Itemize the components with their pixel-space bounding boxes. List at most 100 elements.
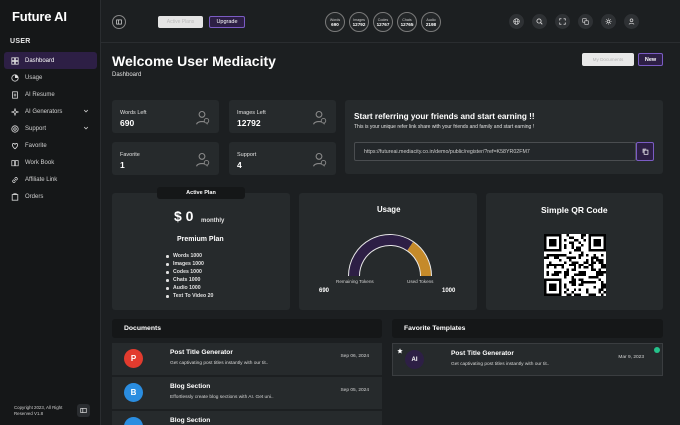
qr-code-image <box>544 234 606 296</box>
stat-card-label: Support <box>237 152 257 158</box>
stat-chats: Chats 12765 <box>397 12 417 32</box>
fullscreen-icon <box>559 18 566 25</box>
documents-header: Documents <box>112 319 382 338</box>
new-document-button[interactable]: New <box>638 53 663 66</box>
sidebar-item-support[interactable]: Support <box>4 120 97 137</box>
stat-card-value: 690 <box>120 118 135 128</box>
sun-icon <box>605 18 612 25</box>
top-header: Active Plans Upgrade Words 690 Images 12792… <box>101 0 680 43</box>
sidebar-item-label: Affiliate Link <box>25 176 58 183</box>
my-documents-button[interactable]: My Documents <box>582 53 634 66</box>
gauge-remaining-arc <box>349 235 414 277</box>
stat-value: 2198 <box>425 21 437 27</box>
usage-title: Usage <box>377 205 401 214</box>
heart-icon <box>10 141 19 150</box>
collapse-icon <box>80 408 87 413</box>
translate-button[interactable] <box>578 14 593 29</box>
sidebar-item-work-book[interactable]: Work Book <box>4 154 97 171</box>
stat-audio: Audio 2198 <box>421 12 441 32</box>
template-description: Get captivating post titles instantly wi… <box>451 362 550 367</box>
theme-toggle-button[interactable] <box>601 14 616 29</box>
user-group-icon <box>313 152 327 167</box>
stat-value: 12767 <box>376 21 390 27</box>
app-logo[interactable]: Future AI <box>12 9 67 24</box>
usage-gauge <box>348 234 432 277</box>
plan-feature: Codes 1000 <box>165 268 218 276</box>
document-avatar: P <box>124 349 143 368</box>
remaining-tokens-label: Remaining Tokens <box>336 279 374 284</box>
sidebar-item-ai-resume[interactable]: AI Resume <box>4 86 97 103</box>
fullscreen-button[interactable] <box>555 14 570 29</box>
menu-toggle-button[interactable] <box>112 15 126 29</box>
copy-icon <box>642 148 648 155</box>
template-title[interactable]: Post Title Generator <box>451 350 514 357</box>
sidebar-collapse-button[interactable] <box>77 404 90 417</box>
plan-feature: Images 1000 <box>165 260 218 268</box>
referral-link-input[interactable]: https://futureai.mediacity.co.in/demo/pu… <box>354 142 636 161</box>
stat-card-label: Images Left <box>237 110 266 116</box>
sidebar-item-ai-generators[interactable]: AI Generators <box>4 103 97 120</box>
document-row[interactable]: B Blog Section Effortlessly create blog se… <box>112 377 382 410</box>
document-date: Sep 05, 2024 <box>340 388 369 393</box>
copy-link-button[interactable] <box>636 142 654 161</box>
plan-feature: Words 1000 <box>165 252 218 260</box>
globe-button[interactable] <box>509 14 524 29</box>
breadcrumb[interactable]: Dashboard <box>112 72 142 78</box>
search-button[interactable] <box>532 14 547 29</box>
sidebar-item-label: AI Generators <box>25 108 63 115</box>
sidebar-item-label: Usage <box>25 74 43 81</box>
stat-label: Images <box>353 17 365 22</box>
document-row[interactable]: Blog Section <box>112 411 382 425</box>
sidebar-item-affiliate-link[interactable]: Affiliate Link <box>4 171 97 188</box>
document-title[interactable]: Blog Section <box>170 383 211 390</box>
globe-icon <box>513 18 520 25</box>
document-date: Sep 06, 2024 <box>340 354 369 359</box>
active-plans-button[interactable]: Active Plans <box>158 16 203 28</box>
referral-subtitle: This is your unique refer link share wit… <box>354 124 535 130</box>
sidebar-item-favorite[interactable]: Favorite <box>4 137 97 154</box>
stat-card-value: 12792 <box>237 118 261 128</box>
document-avatar <box>124 417 143 425</box>
usage-icon <box>10 73 19 82</box>
active-plan-badge: Active Plan <box>157 187 245 199</box>
remaining-tokens-value: 690 <box>319 288 330 294</box>
referral-card: Start referring your friends and start e… <box>345 100 663 174</box>
document-title[interactable]: Blog Section <box>170 417 211 424</box>
document-title[interactable]: Post Title Generator <box>170 349 233 356</box>
copyright-text: Copyright 2023, All Right Reserved V1.8 <box>14 405 63 416</box>
favorite-template-row[interactable]: AI Post Title Generator Get captivating … <box>392 343 663 376</box>
sidebar-item-label: Support <box>25 125 47 132</box>
online-status-dot <box>654 347 660 353</box>
sidebar-item-label: Work Book <box>25 159 55 166</box>
qr-title: Simple QR Code <box>541 205 608 215</box>
page-title: Welcome User Mediacity <box>112 53 276 69</box>
stat-card-value: 1 <box>120 160 125 170</box>
upgrade-button[interactable]: Upgrade <box>209 16 245 28</box>
referral-title: Start referring your friends and start e… <box>354 112 535 121</box>
stat-value: 690 <box>331 21 339 27</box>
usage-card <box>299 193 477 310</box>
sidebar-item-usage[interactable]: Usage <box>4 69 97 86</box>
stat-label: Audio <box>426 17 436 22</box>
header-actions <box>509 14 639 29</box>
used-tokens-label: Used Tokens <box>407 279 434 284</box>
total-tokens-value: 1000 <box>442 288 456 294</box>
stat-card-favorite: Favorite 1 <box>112 142 219 175</box>
dashboard-icon <box>10 56 19 65</box>
sidebar: Future AI USER Dashboard Usage AI Resume AI… <box>0 0 101 425</box>
link-icon <box>10 175 19 184</box>
stat-words: Words 690 <box>325 12 345 32</box>
stat-label: Codes <box>377 17 389 22</box>
document-avatar: B <box>124 383 143 402</box>
active-plan-card <box>112 193 290 310</box>
plan-feature: Text To Video 20 <box>165 292 218 300</box>
sidebar-item-dashboard[interactable]: Dashboard <box>4 52 97 69</box>
star-icon[interactable] <box>397 348 403 354</box>
sidebar-item-label: Favorite <box>25 142 47 149</box>
profile-button[interactable] <box>624 14 639 29</box>
sidebar-item-orders[interactable]: Orders <box>4 188 97 205</box>
usage-stats: Words 690 Images 12792 Codes 12767 Chats 12765 A… <box>325 12 441 32</box>
plan-features: Words 1000 Images 1000 Codes 1000 Chats 100… <box>165 252 218 300</box>
document-row[interactable]: P Post Title Generator Get captivating pos… <box>112 343 382 376</box>
stat-card-label: Words Left <box>120 110 147 116</box>
